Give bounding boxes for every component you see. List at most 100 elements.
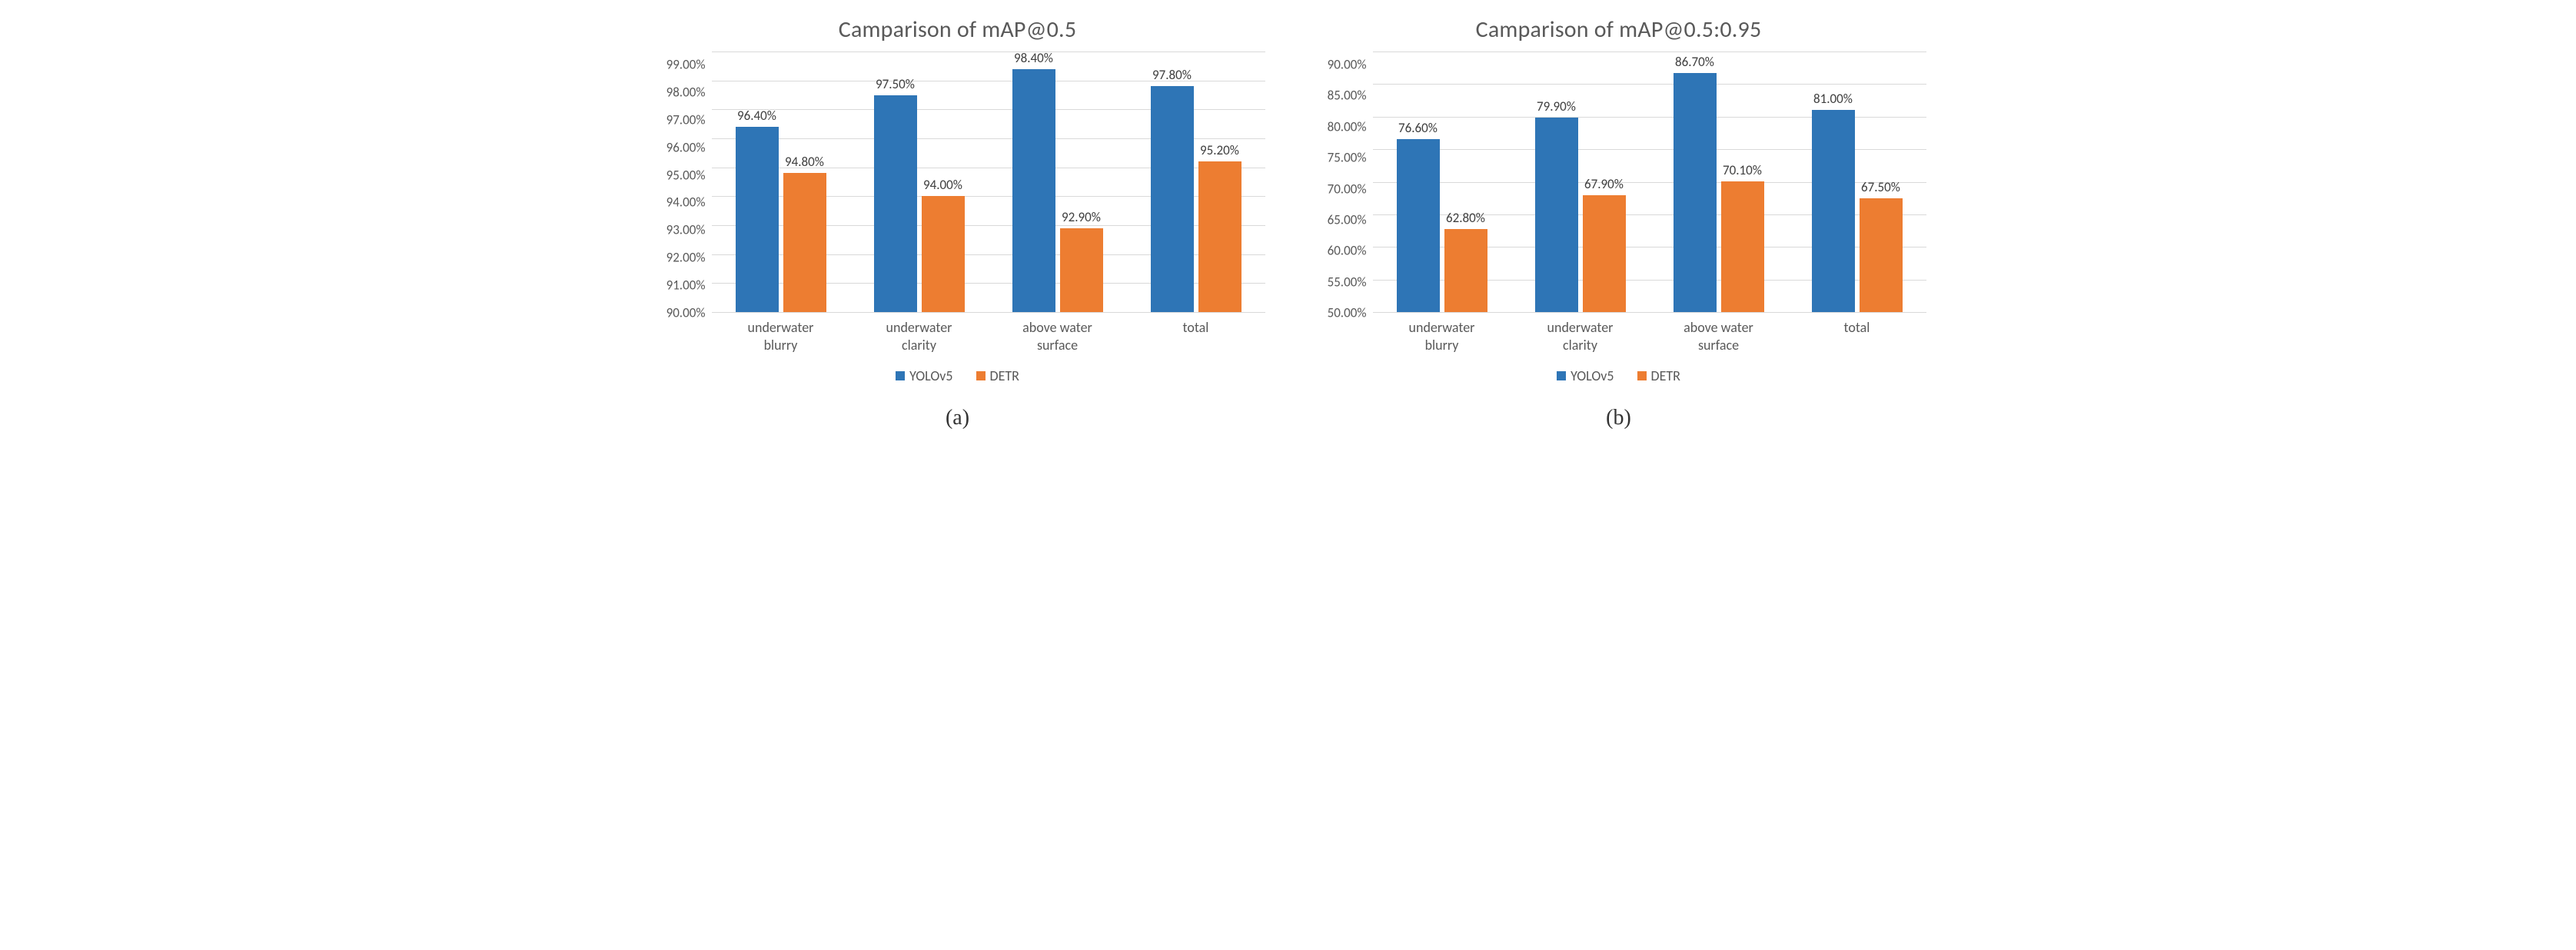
chart-b-plot-row: 90.00%85.00%80.00%75.00%70.00%65.00%60.0… bbox=[1311, 51, 1926, 313]
bar bbox=[922, 196, 965, 312]
bar-wrap: 94.00% bbox=[922, 177, 965, 312]
y-tick-label: 92.00% bbox=[666, 251, 706, 264]
bar-value-label: 81.00% bbox=[1813, 91, 1853, 107]
y-tick-label: 70.00% bbox=[1328, 182, 1367, 195]
legend-item: YOLOv5 bbox=[896, 367, 952, 384]
chart-b-legend: YOLOv5 DETR bbox=[1311, 367, 1926, 384]
bar-value-label: 98.40% bbox=[1014, 50, 1053, 66]
x-category-label: total bbox=[1788, 319, 1926, 354]
x-category-label: underwaterclarity bbox=[1511, 319, 1650, 354]
chart-a-x-axis: underwaterblurryunderwaterclarityabove w… bbox=[712, 319, 1265, 354]
bar-wrap: 94.80% bbox=[783, 154, 826, 312]
bar-wrap: 62.80% bbox=[1444, 210, 1487, 312]
legend-label: DETR bbox=[1651, 367, 1680, 384]
dual-chart-container: Camparison of mAP@0.5 99.00% 98.00% 97.00%… bbox=[23, 15, 2553, 430]
chart-a-plot-area: 96.40% 94.80% 97.50% 94.00% 98.40% 92.90% 97.8… bbox=[712, 51, 1265, 313]
y-tick-label: 55.00% bbox=[1328, 275, 1367, 288]
legend-label: DETR bbox=[990, 367, 1019, 384]
y-tick-label: 85.00% bbox=[1328, 89, 1367, 102]
chart-a-y-axis: 99.00% 98.00% 97.00% 96.00% 95.00% 94.00% 93.0… bbox=[650, 51, 712, 313]
bar-value-label: 70.10% bbox=[1723, 162, 1762, 178]
chart-b-sub-label: (b) bbox=[1311, 406, 1926, 430]
bar-wrap: 96.40% bbox=[736, 108, 779, 312]
bar bbox=[1151, 86, 1194, 312]
bar-group: 86.70% 70.10% bbox=[1650, 54, 1788, 312]
bar-value-label: 67.90% bbox=[1584, 176, 1624, 192]
bar-group: 97.50% 94.00% bbox=[850, 76, 989, 313]
bar-wrap: 81.00% bbox=[1812, 91, 1855, 312]
bar-wrap: 67.90% bbox=[1583, 176, 1626, 312]
y-tick-label: 60.00% bbox=[1328, 244, 1367, 257]
chart-a-sub-label: (a) bbox=[650, 406, 1265, 430]
bar bbox=[1198, 161, 1241, 312]
bar bbox=[1860, 198, 1903, 312]
bar bbox=[1812, 110, 1855, 312]
bar-value-label: 76.60% bbox=[1398, 120, 1438, 136]
bar-value-label: 95.20% bbox=[1200, 142, 1239, 158]
chart-b-title: Camparison of mAP@0.5:0.95 bbox=[1311, 15, 1926, 44]
legend-swatch bbox=[896, 371, 905, 380]
y-tick-label: 94.00% bbox=[666, 196, 706, 209]
bar bbox=[1060, 228, 1103, 312]
bar-group: 81.00% 67.50% bbox=[1788, 91, 1926, 312]
bar-value-label: 79.90% bbox=[1537, 98, 1576, 115]
bar-wrap: 95.20% bbox=[1198, 142, 1241, 312]
chart-b-panel: Camparison of mAP@0.5:0.95 90.00% 85.00% 8… bbox=[1311, 15, 1926, 430]
bar-wrap: 97.80% bbox=[1151, 67, 1194, 312]
bar-group: 79.90% 67.90% bbox=[1511, 98, 1650, 312]
bar-value-label: 94.80% bbox=[785, 154, 824, 170]
bar bbox=[1012, 69, 1055, 312]
bar-wrap: 76.60% bbox=[1397, 120, 1440, 312]
bar bbox=[1444, 229, 1487, 312]
legend-item: DETR bbox=[976, 367, 1019, 384]
y-tick-label: 91.00% bbox=[666, 279, 706, 292]
bar-wrap: 98.40% bbox=[1012, 50, 1055, 312]
chart-a-plot-row: 99.00% 98.00% 97.00% 96.00% 95.00% 94.00% 93.0… bbox=[650, 51, 1265, 313]
legend-swatch bbox=[1557, 371, 1566, 380]
chart-a-legend: YOLOv5 DETR bbox=[650, 367, 1265, 384]
y-tick-label: 80.00% bbox=[1328, 120, 1367, 133]
legend-item: YOLOv5 bbox=[1557, 367, 1614, 384]
chart-a-panel: Camparison of mAP@0.5 99.00% 98.00% 97.00%… bbox=[650, 15, 1265, 430]
bar bbox=[1674, 73, 1717, 312]
y-tick-label: 96.00% bbox=[666, 141, 706, 154]
bar-groups: 76.60% 62.80% 79.90% 67.90% 86.70% 70.10% 81.0… bbox=[1373, 51, 1926, 312]
bar-value-label: 67.50% bbox=[1861, 179, 1900, 195]
chart-a-title: Camparison of mAP@0.5 bbox=[650, 15, 1265, 44]
bar bbox=[1535, 118, 1578, 312]
x-category-label: underwaterblurry bbox=[1373, 319, 1511, 354]
y-tick-label: 90.00% bbox=[666, 306, 706, 319]
x-category-label: above watersurface bbox=[989, 319, 1127, 354]
y-tick-label: 50.00% bbox=[1328, 307, 1367, 320]
bar-value-label: 97.50% bbox=[876, 76, 915, 92]
bar-wrap: 92.90% bbox=[1060, 209, 1103, 312]
y-tick-label: 98.00% bbox=[666, 85, 706, 98]
y-tick-label: 99.00% bbox=[666, 58, 706, 71]
bar-group: 97.80% 95.20% bbox=[1127, 67, 1265, 312]
y-tick-label: 90.00% bbox=[1328, 58, 1367, 71]
bar bbox=[1583, 195, 1626, 312]
x-category-label: underwaterclarity bbox=[850, 319, 989, 354]
bar-group: 98.40% 92.90% bbox=[989, 50, 1127, 312]
legend-label: YOLOv5 bbox=[909, 367, 952, 384]
grid-line bbox=[1373, 312, 1926, 313]
bar-wrap: 86.70% bbox=[1674, 54, 1717, 312]
bar bbox=[783, 173, 826, 312]
bar bbox=[736, 127, 779, 312]
bar-value-label: 62.80% bbox=[1446, 210, 1485, 226]
bar bbox=[874, 95, 917, 313]
bar-wrap: 67.50% bbox=[1860, 179, 1903, 312]
bar bbox=[1397, 139, 1440, 312]
y-tick-label: 97.00% bbox=[666, 113, 706, 126]
bar-group: 96.40% 94.80% bbox=[712, 108, 850, 312]
y-tick-label: 65.00% bbox=[1328, 213, 1367, 226]
y-tick-label: 95.00% bbox=[666, 168, 706, 181]
bar-groups: 96.40% 94.80% 97.50% 94.00% 98.40% 92.90% 97.8… bbox=[712, 51, 1265, 312]
y-tick-label: 93.00% bbox=[666, 224, 706, 237]
bar-value-label: 94.00% bbox=[923, 177, 962, 193]
bar-value-label: 92.90% bbox=[1062, 209, 1101, 225]
bar-group: 76.60% 62.80% bbox=[1373, 120, 1511, 312]
chart-b-y-axis: 90.00%85.00%80.00%75.00%70.00%65.00%60.0… bbox=[1311, 51, 1373, 313]
legend-swatch bbox=[976, 371, 986, 380]
bar-wrap: 70.10% bbox=[1721, 162, 1764, 312]
